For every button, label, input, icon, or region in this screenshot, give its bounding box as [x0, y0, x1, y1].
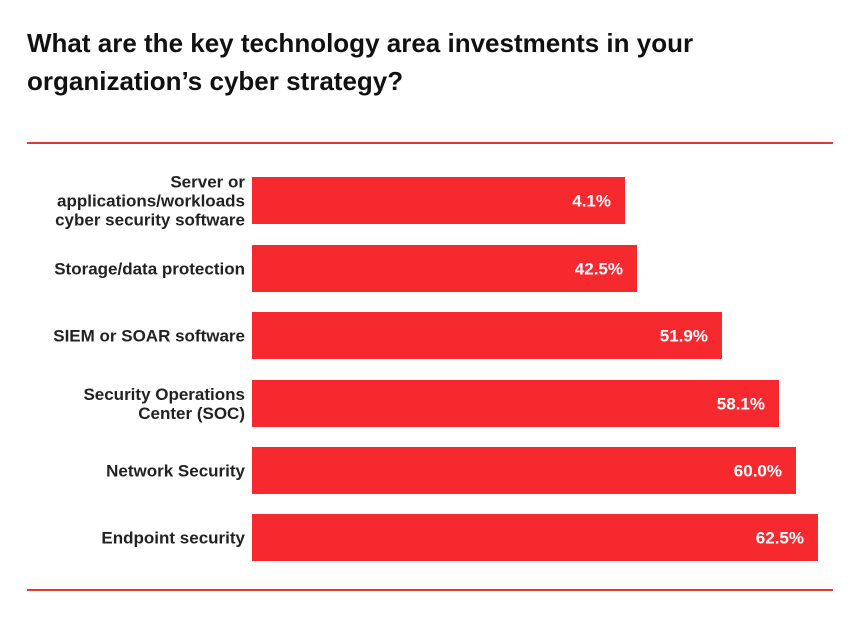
- value-label-1: 42.5%: [575, 260, 623, 279]
- category-label-2-line-0: SIEM or SOAR software: [53, 327, 245, 346]
- value-label-5: 62.5%: [756, 529, 804, 548]
- chart-title: What are the key technology area investm…: [27, 28, 694, 96]
- bottom-divider: [27, 589, 833, 591]
- bar-2: [252, 312, 722, 359]
- bar-3: [252, 380, 779, 427]
- top-divider: [27, 142, 833, 144]
- bar-5: [252, 514, 818, 561]
- category-label-3-line-1: Center (SOC): [138, 404, 245, 423]
- bar-0: [252, 177, 625, 224]
- value-label-4: 60.0%: [734, 462, 782, 481]
- category-label-0-line-0: Server or: [170, 173, 245, 192]
- category-label-3-line-0: Security Operations: [83, 385, 245, 404]
- category-label-0-line-1: applications/workloads: [57, 192, 245, 211]
- value-label-3: 58.1%: [717, 395, 765, 414]
- category-label-0-line-2: cyber security software: [55, 211, 245, 230]
- category-label-4-line-0: Network Security: [106, 462, 245, 481]
- bar-1: [252, 245, 637, 292]
- value-label-0: 4.1%: [572, 192, 611, 211]
- category-label-5-line-0: Endpoint security: [101, 529, 245, 548]
- bar-4: [252, 447, 796, 494]
- category-label-1-line-0: Storage/data protection: [54, 260, 245, 279]
- value-label-2: 51.9%: [660, 327, 708, 346]
